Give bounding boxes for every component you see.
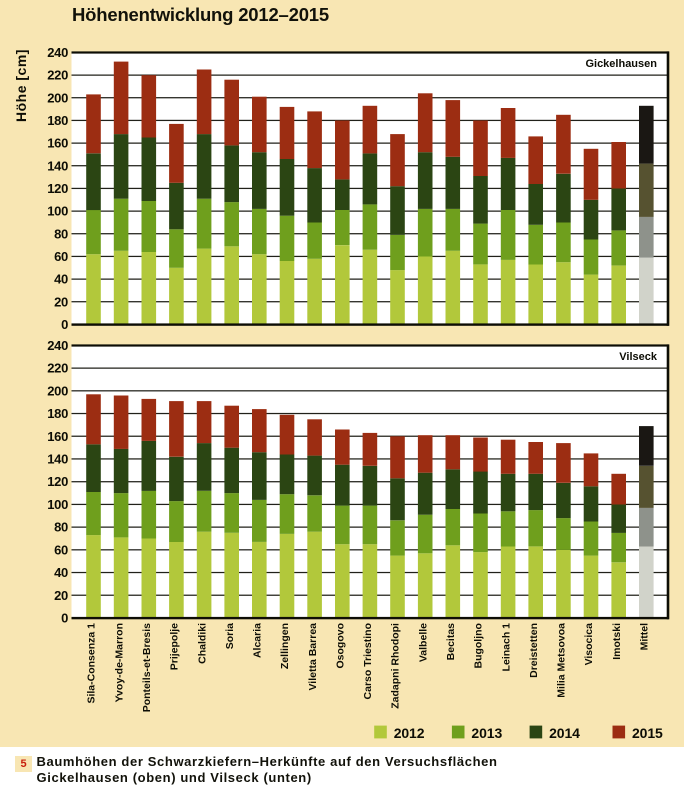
svg-text:Valbelle: Valbelle: [417, 623, 429, 662]
svg-text:80: 80: [54, 226, 68, 241]
svg-text:40: 40: [54, 272, 68, 287]
svg-text:Bugoljno: Bugoljno: [473, 623, 485, 669]
svg-text:2014: 2014: [549, 725, 580, 741]
svg-text:Höhe [cm]: Höhe [cm]: [13, 49, 29, 122]
svg-text:200: 200: [47, 383, 68, 398]
svg-text:Zellingen: Zellingen: [279, 623, 291, 669]
svg-text:240: 240: [47, 338, 68, 353]
svg-text:120: 120: [47, 474, 68, 489]
svg-text:40: 40: [54, 565, 68, 580]
svg-text:20: 20: [54, 588, 68, 603]
svg-text:Gickelhausen: Gickelhausen: [585, 58, 657, 70]
svg-text:2015: 2015: [632, 725, 663, 741]
svg-text:220: 220: [47, 68, 68, 83]
svg-text:Carso Triestino: Carso Triestino: [362, 623, 374, 699]
svg-text:Osogovo: Osogovo: [335, 623, 347, 669]
svg-text:180: 180: [47, 406, 68, 421]
svg-text:60: 60: [54, 542, 68, 557]
svg-text:Ponteils-et-Bresis: Ponteils-et-Bresis: [141, 623, 153, 712]
svg-text:Mittel: Mittel: [639, 623, 651, 650]
svg-text:Soria: Soria: [224, 623, 236, 649]
svg-text:60: 60: [54, 249, 68, 264]
svg-text:Dreistetten: Dreistetten: [528, 623, 540, 678]
svg-text:Leinach 1: Leinach 1: [500, 623, 512, 672]
svg-text:20: 20: [54, 294, 68, 309]
svg-text:Becitas: Becitas: [445, 623, 457, 661]
svg-text:Zadapni Rhodopi: Zadapni Rhodopi: [390, 623, 402, 709]
svg-text:160: 160: [47, 136, 68, 151]
svg-text:Alcaria: Alcaria: [252, 623, 264, 658]
svg-text:0: 0: [61, 611, 68, 626]
svg-text:Chaldiki: Chaldiki: [196, 623, 208, 664]
svg-text:220: 220: [47, 361, 68, 376]
svg-text:Yvoy-de-Marron: Yvoy-de-Marron: [113, 623, 125, 702]
svg-text:160: 160: [47, 429, 68, 444]
svg-text:200: 200: [47, 90, 68, 105]
svg-text:80: 80: [54, 520, 68, 535]
svg-text:2012: 2012: [394, 725, 425, 741]
svg-text:0: 0: [61, 317, 68, 332]
svg-text:2013: 2013: [471, 725, 502, 741]
svg-text:Sila-Consenza 1: Sila-Consenza 1: [86, 623, 98, 704]
svg-text:Vilseck: Vilseck: [619, 351, 658, 363]
svg-text:Visocica: Visocica: [583, 623, 595, 666]
svg-text:140: 140: [47, 452, 68, 467]
svg-text:Prijepolje: Prijepolje: [169, 623, 181, 670]
svg-text:100: 100: [47, 497, 68, 512]
svg-text:Imotski: Imotski: [611, 623, 623, 660]
svg-text:120: 120: [47, 181, 68, 196]
svg-text:Viletta Barrea: Viletta Barrea: [307, 623, 319, 691]
svg-text:240: 240: [47, 45, 68, 60]
svg-text:Milia Metsovoa: Milia Metsovoa: [556, 623, 568, 698]
svg-text:100: 100: [47, 204, 68, 219]
svg-text:180: 180: [47, 113, 68, 128]
svg-text:140: 140: [47, 158, 68, 173]
